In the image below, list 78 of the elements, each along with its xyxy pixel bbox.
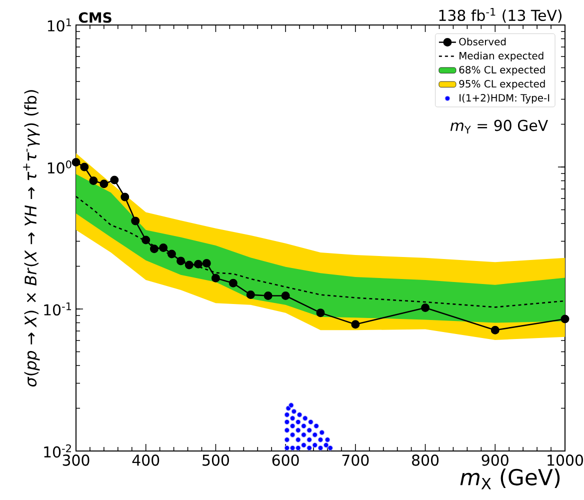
legend-label: I(1+2)HDM: Type-I: [460, 94, 550, 104]
legend-label: 68% CL expected: [459, 66, 545, 76]
legend-label: Observed: [459, 38, 506, 46]
point: [211, 274, 220, 282]
point: [284, 445, 290, 451]
point: [301, 442, 306, 448]
point: [560, 314, 570, 324]
point: [100, 180, 108, 188]
legend-label: 95% CL expected: [459, 80, 545, 90]
point: [323, 442, 329, 448]
point: [306, 445, 312, 451]
point: [284, 437, 290, 442]
point: [291, 408, 297, 414]
point: [421, 304, 430, 312]
point: [167, 250, 176, 258]
y-tick-label: 10$^{1}$: [48, 18, 72, 32]
point: [72, 158, 80, 166]
point: [150, 244, 158, 254]
point: [202, 258, 211, 268]
point: [302, 416, 308, 421]
point: [142, 236, 150, 244]
point: [296, 412, 302, 418]
text: σ(pp → X) × Br(X → YH → τ$^{+}$τ$^{-}$γγ) (fb): [23, 90, 40, 387]
point: [295, 437, 301, 442]
point: [290, 423, 296, 429]
point: [284, 419, 290, 425]
point: [228, 278, 238, 288]
point: [80, 162, 89, 172]
point: [306, 437, 312, 442]
point: [284, 428, 290, 433]
point: [176, 256, 186, 266]
point: [295, 445, 301, 451]
x-tick-label: 600: [272, 454, 299, 466]
point: [246, 290, 255, 299]
point: [290, 432, 296, 438]
point: [314, 423, 320, 429]
x-tick-label: 400: [132, 454, 160, 466]
point: [312, 442, 318, 448]
point: [351, 320, 360, 329]
x-tick-label: 900: [482, 454, 508, 466]
x-tick-label: 500: [202, 454, 229, 466]
y-tick-label: 10$^{-1}$: [44, 302, 72, 316]
point: [301, 432, 306, 438]
annotation: m$_{Y}$ = 90 GeV: [450, 120, 548, 134]
y-tick-label: 10$^{0}$: [48, 160, 72, 174]
text: CMS: [78, 12, 112, 23]
point: [295, 419, 301, 425]
x-axis-title: m$_{X}$ (GeV): [460, 468, 560, 490]
point: [290, 416, 296, 421]
x-tick-label: 800: [412, 454, 439, 466]
point: [318, 445, 324, 451]
point: [284, 412, 290, 418]
point: [301, 423, 306, 429]
point: [110, 176, 119, 184]
point: [319, 430, 325, 436]
point: [308, 419, 314, 425]
point: [184, 260, 194, 270]
point: [490, 326, 500, 334]
point: [295, 428, 301, 433]
point: [281, 291, 290, 300]
text: 138 fb$^{-1}$ (13 TeV): [439, 8, 562, 23]
point: [264, 291, 272, 300]
x-tick-label: 1000: [548, 454, 584, 466]
legend-label: Median expected: [460, 52, 544, 62]
point: [194, 260, 202, 268]
x-tick-label: 700: [342, 454, 369, 466]
point: [159, 244, 168, 252]
point: [89, 176, 98, 186]
point: [131, 216, 140, 226]
point: [290, 445, 296, 451]
point: [312, 432, 318, 438]
point: [120, 192, 130, 202]
point: [328, 445, 333, 451]
point: [316, 308, 325, 318]
point: [318, 437, 324, 442]
point: [306, 428, 312, 433]
point: [288, 402, 294, 408]
point: [324, 437, 330, 442]
